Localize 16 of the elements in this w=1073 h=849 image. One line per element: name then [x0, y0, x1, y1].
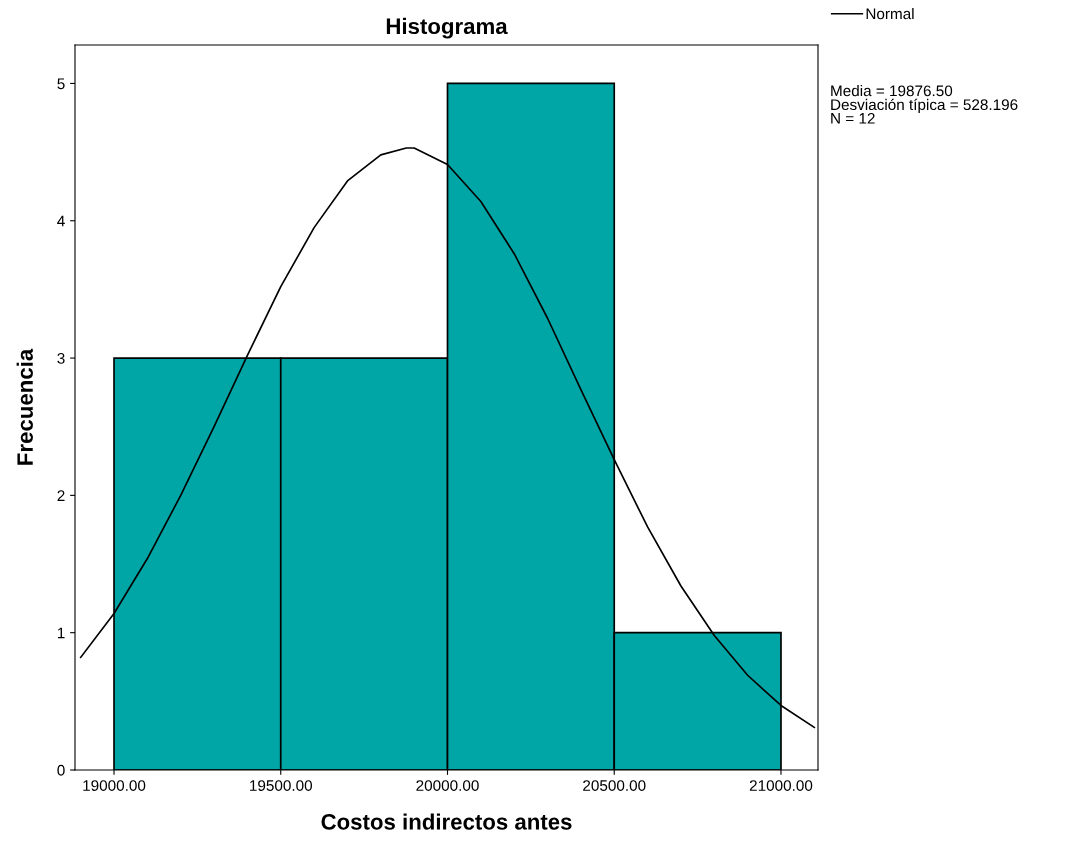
x-tick-label: 19500.00 [250, 780, 313, 791]
y-tick-label: 2 [57, 490, 65, 501]
y-axis-title: Frecuencia [16, 348, 33, 465]
y-tick-label: 1 [57, 627, 65, 639]
y-tick-label: 5 [57, 78, 65, 90]
x-tick-label: 20500.00 [583, 780, 646, 791]
y-tick-label: 3 [57, 352, 65, 364]
legend-label: Normal [866, 8, 914, 20]
x-axis-title: Costos indirectos antes [321, 813, 572, 830]
x-tick-label: 19000.00 [83, 780, 146, 791]
x-tick-label: 20000.00 [416, 780, 479, 791]
text: Media = 19876.50 Desviación típica = 528.196 N = 12 [831, 85, 1018, 124]
y-tick-label: 0 [57, 764, 65, 776]
chart-title: Histograma [386, 17, 508, 39]
x-tick-label: 21000.00 [749, 780, 813, 791]
y-tick-label: 4 [57, 215, 65, 227]
